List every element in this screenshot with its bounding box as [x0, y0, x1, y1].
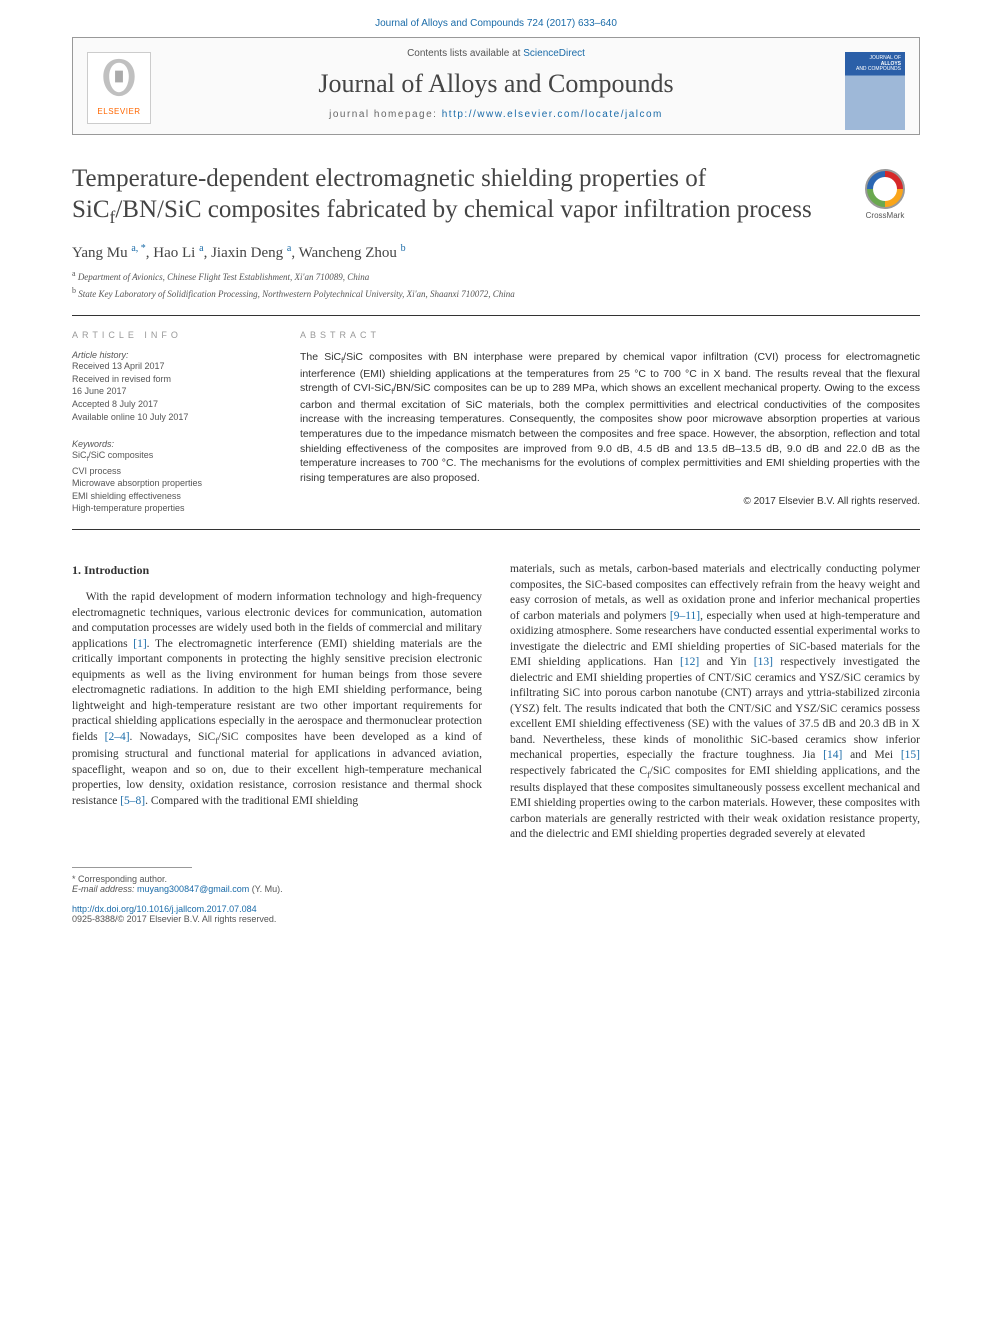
- keyword-item: EMI shielding effectiveness: [72, 490, 272, 503]
- issn-line: 0925-8388/© 2017 Elsevier B.V. All right…: [72, 914, 920, 924]
- keyword-item: SiCf/SiC composites: [72, 449, 272, 465]
- body-columns: 1. Introduction With the rapid developme…: [72, 562, 920, 843]
- header-citation: Journal of Alloys and Compounds 724 (201…: [0, 0, 992, 37]
- corresponding-author: * Corresponding author.: [72, 874, 920, 884]
- crossmark-badge[interactable]: CrossMark: [850, 169, 920, 220]
- section-heading: 1. Introduction: [72, 562, 482, 578]
- body-col-left: 1. Introduction With the rapid developme…: [72, 562, 482, 843]
- elsevier-logo: ELSEVIER: [87, 52, 151, 124]
- email-line: E-mail address: muyang300847@gmail.com (…: [72, 884, 920, 894]
- crossmark-icon: [865, 169, 905, 209]
- crossmark-label: CrossMark: [850, 211, 920, 220]
- history-item: 16 June 2017: [72, 385, 272, 398]
- footer-divider: [72, 867, 192, 868]
- elsevier-logo-text: ELSEVIER: [88, 107, 150, 116]
- info-abstract-row: ARTICLE INFO Article history: Received 1…: [72, 330, 920, 515]
- abstract-col: ABSTRACT The SiCf/SiC composites with BN…: [300, 330, 920, 515]
- doi-link[interactable]: http://dx.doi.org/10.1016/j.jallcom.2017…: [72, 904, 257, 914]
- article-title: Temperature-dependent electromagnetic sh…: [72, 163, 920, 229]
- sciencedirect-link[interactable]: ScienceDirect: [523, 48, 585, 59]
- history-item: Available online 10 July 2017: [72, 411, 272, 424]
- contents-available: Contents lists available at ScienceDirec…: [73, 48, 919, 59]
- journal-cover-text: JOURNAL OF ALLOYS AND COMPOUNDS: [845, 52, 905, 73]
- body-col-right: materials, such as metals, carbon-based …: [510, 562, 920, 843]
- affiliation-a: a a Department of Avionics, Chinese Flig…: [72, 268, 920, 285]
- keywords-label: Keywords:: [72, 439, 272, 449]
- keyword-item: CVI process: [72, 465, 272, 478]
- authors-line: Yang Mu a, *, Hao Li a, Jiaxin Deng a, W…: [72, 243, 920, 262]
- article-info-col: ARTICLE INFO Article history: Received 1…: [72, 330, 272, 515]
- divider-bottom: [72, 529, 920, 530]
- doi-line: http://dx.doi.org/10.1016/j.jallcom.2017…: [72, 904, 920, 914]
- affiliation-b: b State Key Laboratory of Solidification…: [72, 285, 920, 302]
- footer-block: * Corresponding author. E-mail address: …: [72, 867, 920, 924]
- abstract-text: The SiCf/SiC composites with BN interpha…: [300, 350, 920, 486]
- article-info-heading: ARTICLE INFO: [72, 330, 272, 340]
- abstract-heading: ABSTRACT: [300, 330, 920, 340]
- journal-homepage: journal homepage: http://www.elsevier.co…: [73, 109, 919, 120]
- history-item: Received in revised form: [72, 373, 272, 386]
- affiliations: a a Department of Avionics, Chinese Flig…: [72, 268, 920, 301]
- journal-cover-thumb: JOURNAL OF ALLOYS AND COMPOUNDS: [845, 52, 905, 130]
- email-link[interactable]: muyang300847@gmail.com: [137, 884, 249, 894]
- journal-header-box: ELSEVIER JOURNAL OF ALLOYS AND COMPOUNDS…: [72, 37, 920, 135]
- article-head: CrossMark Temperature-dependent electrom…: [72, 163, 920, 301]
- abstract-copyright: © 2017 Elsevier B.V. All rights reserved…: [300, 496, 920, 507]
- history-item: Accepted 8 July 2017: [72, 398, 272, 411]
- journal-name: Journal of Alloys and Compounds: [73, 69, 919, 99]
- history-label: Article history:: [72, 350, 272, 360]
- journal-homepage-link[interactable]: http://www.elsevier.com/locate/jalcom: [442, 109, 663, 120]
- body-paragraph-left: With the rapid development of modern inf…: [72, 590, 482, 809]
- divider-top: [72, 315, 920, 316]
- keyword-item: High-temperature properties: [72, 502, 272, 515]
- body-paragraph-right: materials, such as metals, carbon-based …: [510, 562, 920, 843]
- history-item: Received 13 April 2017: [72, 360, 272, 373]
- keyword-item: Microwave absorption properties: [72, 477, 272, 490]
